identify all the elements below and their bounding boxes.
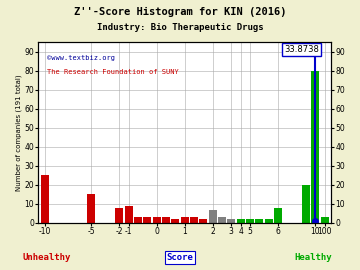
- Bar: [153, 217, 161, 223]
- Bar: [87, 194, 95, 223]
- Bar: [116, 208, 123, 223]
- Text: Healthy: Healthy: [294, 253, 332, 262]
- Bar: [209, 210, 217, 223]
- Text: Industry: Bio Therapeutic Drugs: Industry: Bio Therapeutic Drugs: [97, 23, 263, 32]
- Text: Z''-Score Histogram for KIN (2016): Z''-Score Histogram for KIN (2016): [74, 7, 286, 17]
- Bar: [246, 219, 254, 223]
- Bar: [237, 219, 244, 223]
- Bar: [255, 219, 263, 223]
- Bar: [41, 175, 49, 223]
- Bar: [311, 70, 319, 223]
- Bar: [162, 217, 170, 223]
- Bar: [199, 219, 207, 223]
- Text: 33.8738: 33.8738: [284, 45, 319, 54]
- Bar: [218, 217, 226, 223]
- Bar: [274, 208, 282, 223]
- Bar: [265, 219, 273, 223]
- Bar: [181, 217, 189, 223]
- Text: ©www.textbiz.org: ©www.textbiz.org: [46, 55, 114, 61]
- Text: The Research Foundation of SUNY: The Research Foundation of SUNY: [46, 69, 178, 75]
- Bar: [190, 217, 198, 223]
- Bar: [302, 185, 310, 223]
- Text: Score: Score: [167, 253, 193, 262]
- Bar: [125, 206, 132, 223]
- Text: Unhealthy: Unhealthy: [23, 253, 71, 262]
- Bar: [134, 217, 142, 223]
- Bar: [321, 217, 329, 223]
- Y-axis label: Number of companies (191 total): Number of companies (191 total): [15, 74, 22, 191]
- Bar: [171, 219, 179, 223]
- Bar: [227, 219, 235, 223]
- Bar: [143, 217, 151, 223]
